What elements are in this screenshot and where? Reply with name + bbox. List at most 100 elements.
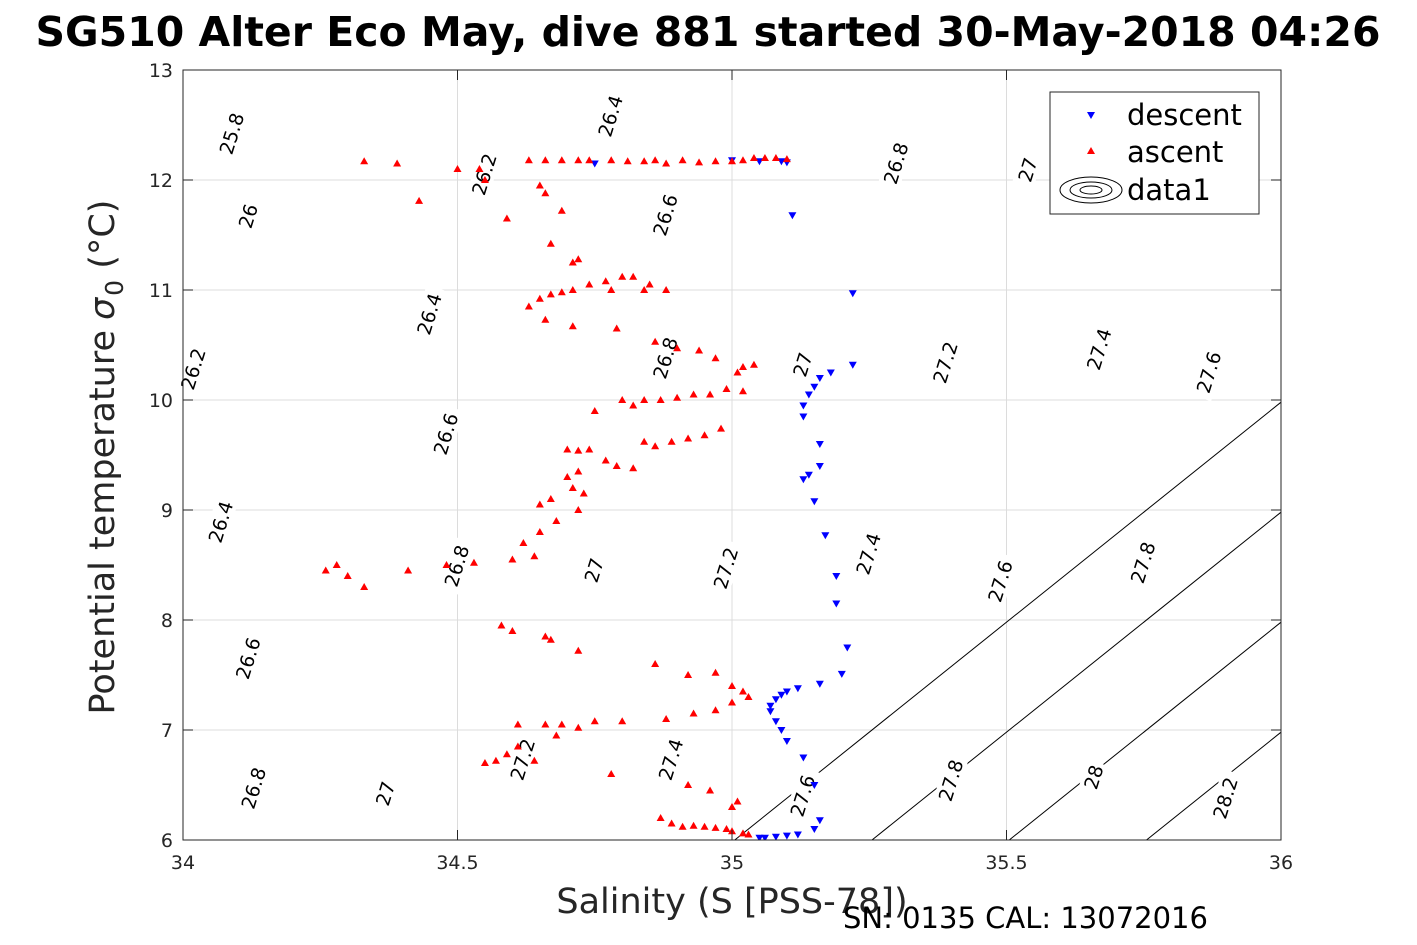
contour-label-bg bbox=[591, 86, 629, 145]
ascent-point bbox=[552, 731, 561, 739]
density-contour-line bbox=[871, 511, 1281, 840]
ascent-point bbox=[557, 206, 566, 214]
descent-point bbox=[821, 532, 830, 540]
ascent-point bbox=[656, 814, 665, 821]
legend-ascent-marker bbox=[1087, 147, 1095, 154]
ascent-point bbox=[662, 715, 671, 722]
ascent-point bbox=[678, 822, 687, 830]
ascent-point bbox=[629, 401, 638, 409]
ascent-point bbox=[684, 434, 693, 442]
ascent-point bbox=[667, 437, 676, 445]
descent-point bbox=[848, 290, 857, 298]
contour-label-bg bbox=[849, 524, 887, 583]
ascent-point bbox=[771, 154, 780, 161]
ascent-point bbox=[535, 528, 544, 535]
legend-ascent-label: ascent bbox=[1127, 135, 1223, 169]
contour-label-bg bbox=[212, 104, 250, 163]
ascent-point bbox=[530, 552, 539, 560]
contour-label-bg bbox=[787, 346, 818, 383]
ascent-point bbox=[728, 698, 736, 706]
ascent-point bbox=[612, 462, 621, 469]
ascent-point bbox=[728, 682, 736, 689]
ascent-point bbox=[711, 157, 720, 165]
ascent-point bbox=[738, 156, 747, 164]
descent-point bbox=[826, 369, 835, 377]
y-tick-label: 11 bbox=[149, 280, 173, 302]
y-tick-label: 10 bbox=[149, 390, 173, 412]
ascent-point bbox=[728, 803, 736, 810]
ascent-point bbox=[508, 627, 517, 634]
ascent-point bbox=[497, 621, 506, 629]
ascent-point bbox=[557, 720, 566, 728]
density-contour-line bbox=[734, 401, 1281, 840]
ascent-point bbox=[744, 830, 753, 838]
descent-point bbox=[771, 718, 780, 726]
y-tick-label: 12 bbox=[149, 170, 173, 192]
descent-point bbox=[788, 212, 797, 220]
ascent-point bbox=[629, 272, 638, 280]
ascent-point bbox=[656, 396, 665, 403]
ascent-point bbox=[678, 156, 687, 164]
ascent-point bbox=[585, 445, 594, 453]
legend-data1-label: data1 bbox=[1127, 173, 1211, 207]
ascent-point bbox=[695, 346, 704, 354]
ascent-point bbox=[700, 431, 709, 439]
ascent-point bbox=[629, 464, 638, 472]
descent-point bbox=[782, 738, 791, 745]
ascent-point bbox=[607, 286, 616, 293]
contour-label: 28 bbox=[1078, 759, 1108, 795]
y-axis-label: Potential temperature σ0 (°C) bbox=[83, 200, 129, 715]
contour-label-bg bbox=[370, 775, 401, 812]
contour-label-bg bbox=[427, 404, 465, 463]
ascent-point bbox=[574, 723, 583, 731]
ascent-point bbox=[673, 344, 682, 352]
ascent-point bbox=[546, 635, 555, 643]
contour-label-bg bbox=[646, 328, 684, 387]
descent-point bbox=[755, 158, 764, 166]
ascent-point bbox=[475, 165, 484, 172]
ascent-point bbox=[557, 156, 566, 164]
ascent-point bbox=[651, 442, 660, 450]
descent-point bbox=[782, 688, 791, 696]
descent-point bbox=[804, 471, 813, 479]
ascent-point bbox=[738, 387, 747, 395]
ascent-point bbox=[563, 473, 572, 480]
ascent-point bbox=[684, 671, 693, 678]
contour-label-bg bbox=[503, 730, 541, 789]
ascent-point bbox=[557, 288, 566, 296]
data-points bbox=[321, 154, 857, 840]
ascent-point bbox=[640, 157, 649, 165]
ascent-point bbox=[574, 467, 583, 475]
y-axis-label-symbol: σ bbox=[83, 296, 123, 320]
contour-label-bg bbox=[465, 145, 503, 204]
contour-label-bg bbox=[932, 751, 970, 810]
descent-point bbox=[804, 391, 813, 399]
ascent-point bbox=[711, 823, 720, 831]
descent-point bbox=[799, 402, 808, 410]
descent-point bbox=[590, 160, 599, 168]
ascent-point bbox=[332, 561, 341, 568]
ascent-point bbox=[546, 495, 555, 502]
descent-point bbox=[810, 782, 819, 789]
ascent-point bbox=[552, 517, 561, 524]
contour-label-bg bbox=[1206, 768, 1244, 827]
ascent-point bbox=[651, 660, 660, 667]
descent-point bbox=[848, 361, 857, 369]
axis-ticks: 34 34.5 35 35.5 36 6 7 8 9 10 11 12 13 bbox=[149, 60, 1293, 874]
ascent-point bbox=[684, 781, 693, 788]
legend: descent ascent data1 bbox=[1049, 91, 1260, 215]
descent-point bbox=[843, 644, 852, 652]
ascent-point bbox=[563, 445, 572, 453]
ascent-point bbox=[535, 500, 544, 508]
ascent-point bbox=[738, 829, 747, 837]
ascent-point bbox=[508, 555, 517, 563]
ascent-point bbox=[706, 390, 715, 398]
ascent-point bbox=[585, 280, 594, 288]
y-tick-label: 8 bbox=[161, 610, 173, 632]
contour-label: 26.6 bbox=[229, 629, 267, 688]
ascent-point bbox=[343, 572, 352, 579]
ascent-point bbox=[442, 561, 451, 568]
ascent-point bbox=[662, 286, 671, 293]
ascent-point bbox=[404, 566, 413, 574]
ascent-point bbox=[546, 290, 555, 298]
